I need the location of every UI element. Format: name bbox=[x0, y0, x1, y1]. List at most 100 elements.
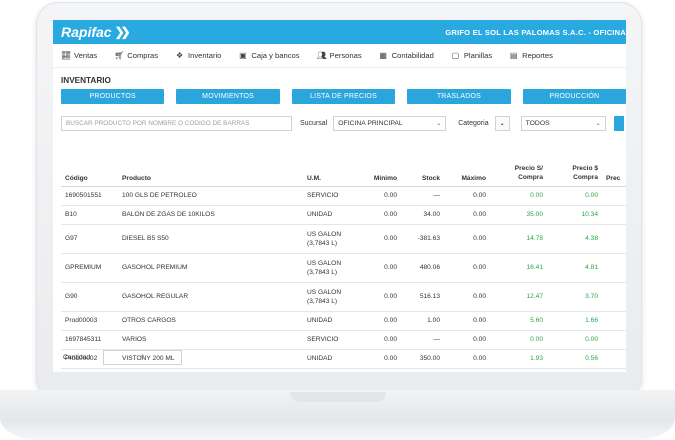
menu-inventario[interactable]: ❖ Inventario bbox=[175, 51, 221, 60]
cell-precio-venta bbox=[602, 349, 626, 369]
cell-minimo: 0.00 bbox=[359, 205, 401, 225]
cell-precio-dolares: 3.70 bbox=[547, 282, 602, 312]
col-codigo[interactable]: Código bbox=[61, 159, 118, 187]
cell-stock: — bbox=[401, 330, 444, 350]
cell-producto: OTROS CARGOS bbox=[118, 311, 303, 331]
col-producto[interactable]: Producto bbox=[118, 159, 303, 187]
table-row[interactable]: Prod00002 VISTONY 200 ML UNIDAD 0.00 350.00 0… bbox=[61, 349, 626, 369]
table-row[interactable]: G97 DIESEL B5 S50 US GALON (3,7843 L) 0.00 -3… bbox=[61, 224, 626, 254]
users-icon: 👥︎ bbox=[316, 51, 327, 60]
menu-label: Contabilidad bbox=[391, 51, 434, 60]
um-unit: UNIDAD bbox=[307, 317, 333, 324]
cell-minimo: 0.00 bbox=[359, 224, 401, 254]
cell-producto: VISTONY 200 ML bbox=[118, 349, 303, 369]
menu-personas[interactable]: 👥︎ Personas bbox=[317, 51, 362, 60]
categoria-dropdown-toggle[interactable]: ⌄ bbox=[494, 116, 510, 131]
table-row[interactable]: GPREMIUM GASOHOL PREMIUM US GALON (3,7843 L… bbox=[61, 253, 626, 283]
table-row[interactable]: G90 GASOHOL REGULAR US GALON (3,7843 L) 0.00… bbox=[61, 282, 626, 312]
sucursal-select[interactable]: OFICINA PRINCIPAL ⌄ bbox=[333, 116, 447, 131]
cell-precio-venta bbox=[602, 253, 626, 283]
table-row[interactable]: 1690501551 100 GLS DE PETROLEO SERVICIO 0.0… bbox=[61, 186, 626, 206]
tab-produccion[interactable]: PRODUCCIÓN bbox=[522, 89, 626, 104]
inventory-tabs: PRODUCTOS MOVIMIENTOS LISTA DE PRECIOS T… bbox=[61, 89, 626, 104]
cell-codigo: G97 bbox=[61, 224, 118, 254]
cell-maximo: 0.00 bbox=[444, 186, 490, 206]
menu-caja-bancos[interactable]: ▣ Caja y bancos bbox=[238, 51, 299, 60]
menu-label: Compras bbox=[127, 51, 159, 60]
cell-um: US GALON (3,7843 L) bbox=[303, 224, 359, 254]
cell-producto: GASOHOL PREMIUM bbox=[118, 253, 303, 283]
chevron-down-icon: ⌄ bbox=[499, 121, 505, 127]
chevron-down-icon: ⌄ bbox=[595, 121, 601, 127]
cantidad-field[interactable]: 8 bbox=[103, 350, 182, 365]
filter-bar: BUSCAR PRODUCTO POR NOMBRE O CODIGO DE B… bbox=[61, 116, 626, 131]
col-precio-venta[interactable]: Prec bbox=[602, 159, 626, 187]
cell-precio-dolares: 1.66 bbox=[547, 311, 602, 331]
cell-precio-venta bbox=[602, 282, 626, 312]
cell-precio-venta bbox=[602, 224, 626, 254]
cell-producto: BALON DE ZGAS DE 10KILOS bbox=[118, 205, 303, 225]
cell-maximo: 0.00 bbox=[444, 224, 490, 254]
categoria-select[interactable]: TODOS ⌄ bbox=[520, 116, 606, 131]
tab-productos[interactable]: PRODUCTOS bbox=[61, 89, 165, 104]
chart-line-icon: 📈︎ bbox=[61, 51, 72, 60]
um-equivalence: (3,7843 L) bbox=[307, 297, 338, 305]
main-menu: 📈︎ Ventas 🛒︎ Compras ❖ Inventario ▣ Caja y b… bbox=[53, 44, 626, 68]
um-unit: UNIDAD bbox=[307, 211, 333, 218]
menu-label: Ventas bbox=[74, 51, 98, 60]
table-row[interactable]: B10 BALON DE ZGAS DE 10KILOS UNIDAD 0.00 34.… bbox=[61, 205, 626, 225]
cell-stock: 516.13 bbox=[401, 282, 444, 312]
cell-precio-venta bbox=[602, 311, 626, 331]
cell-minimo: 0.00 bbox=[359, 282, 401, 312]
um-equivalence: (3,7843 L) bbox=[307, 268, 338, 276]
menu-reportes[interactable]: ▤ Reportes bbox=[509, 51, 553, 60]
tab-lista-precios[interactable]: LISTA DE PRECIOS bbox=[291, 89, 396, 104]
col-um[interactable]: U.M. bbox=[303, 159, 359, 187]
menu-label: Planillas bbox=[463, 51, 493, 60]
cell-precio-soles: 0.00 bbox=[490, 186, 547, 206]
cell-minimo: 0.00 bbox=[359, 349, 401, 369]
menu-contabilidad[interactable]: ▦ Contabilidad bbox=[379, 51, 434, 60]
col-precio-soles-compra[interactable]: Precio S/ Compra bbox=[490, 159, 547, 187]
cell-stock: — bbox=[401, 186, 444, 206]
menu-ventas[interactable]: 📈︎ Ventas bbox=[61, 51, 97, 60]
cell-codigo: 1690501551 bbox=[61, 186, 118, 206]
cell-stock: 350.00 bbox=[401, 349, 444, 369]
menu-compras[interactable]: 🛒︎ Compras bbox=[114, 51, 158, 60]
cell-stock: -381.63 bbox=[401, 224, 444, 254]
page-title: INVENTARIO bbox=[61, 76, 111, 85]
boxes-icon: ❖ bbox=[175, 51, 184, 60]
um-equivalence: (3,7843 L) bbox=[307, 239, 338, 247]
cell-stock: 34.00 bbox=[401, 205, 444, 225]
cell-precio-venta bbox=[602, 330, 626, 350]
col-precio-dolares-compra[interactable]: Precio $ Compra bbox=[547, 159, 602, 187]
menu-planillas[interactable]: ▢ Planillas bbox=[451, 51, 493, 60]
app-screen: Rapifac ❯❯ GRIFO EL SOL LAS PALOMAS S.A.… bbox=[53, 20, 626, 372]
tab-movimientos[interactable]: MOVIMIENTOS bbox=[176, 89, 280, 104]
table-row[interactable]: 1697845311 VARIOS SERVICIO 0.00—0.00 0.00 0.0… bbox=[61, 330, 626, 350]
cell-precio-venta bbox=[602, 205, 626, 225]
col-minimo[interactable]: Mínimo bbox=[359, 159, 401, 187]
cell-minimo: 0.00 bbox=[359, 253, 401, 283]
cell-codigo: 1697845311 bbox=[61, 330, 118, 350]
company-name: GRIFO EL SOL LAS PALOMAS S.A.C. - OFICIN… bbox=[445, 27, 626, 37]
search-input[interactable]: BUSCAR PRODUCTO POR NOMBRE O CODIGO DE B… bbox=[61, 116, 292, 131]
chevron-down-icon: ⌄ bbox=[436, 121, 442, 127]
cell-maximo: 0.00 bbox=[444, 349, 490, 369]
brand-logo[interactable]: Rapifac ❯❯ bbox=[61, 24, 131, 40]
cell-precio-dolares: 0.56 bbox=[547, 349, 602, 369]
cell-precio-dolares: 0.00 bbox=[547, 186, 602, 206]
tab-traslados[interactable]: TRASLADOS bbox=[407, 89, 511, 104]
logo-chevrons-icon: ❯❯ bbox=[114, 25, 131, 39]
menu-label: Personas bbox=[329, 51, 362, 60]
cell-precio-soles: 1.93 bbox=[490, 349, 547, 369]
cell-precio-soles: 16.41 bbox=[490, 253, 547, 283]
table-row[interactable]: Prod00003 OTROS CARGOS UNIDAD 0.00 1.00 0.00 5… bbox=[61, 311, 626, 331]
cell-precio-soles: 0.00 bbox=[490, 330, 547, 350]
cantidad-row: Cantidad 8 bbox=[63, 350, 182, 365]
col-maximo[interactable]: Máximo bbox=[444, 159, 490, 187]
cell-precio-dolares: 4.81 bbox=[547, 253, 602, 283]
filter-action-button[interactable] bbox=[613, 116, 624, 131]
calculator-icon: ▦ bbox=[379, 51, 387, 60]
col-stock[interactable]: Stock bbox=[401, 159, 444, 187]
